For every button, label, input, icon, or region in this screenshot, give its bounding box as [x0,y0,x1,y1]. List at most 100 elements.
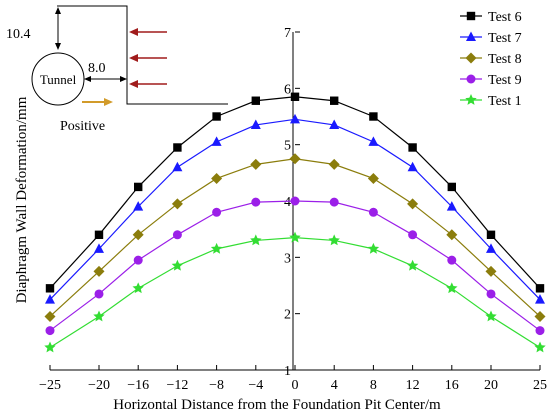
y-tick-label: 7 [284,26,291,41]
data-point-test-8 [328,158,340,170]
x-tick-label: 8 [370,378,377,393]
legend-marker [465,52,477,64]
inset-dim-vertical-arrow-top [55,7,61,14]
data-point-test-8 [211,172,223,184]
data-point-test-6 [94,230,104,239]
data-point-test-7 [172,161,183,172]
inset-dim-vertical-label: 10.4 [6,27,31,42]
data-point-test-6 [447,182,456,192]
legend-item-test-1: Test 1 [460,94,522,109]
series-test-6 [45,92,545,293]
data-point-test-9 [133,255,143,265]
data-point-test-9 [290,196,300,206]
data-point-test-6 [134,182,143,192]
x-tick-label: −4 [248,378,263,393]
legend-marker [465,94,477,105]
data-point-test-6 [212,112,221,121]
data-point-test-1 [406,259,419,271]
inset-diagram: 10.4 Tunnel 8.0 Positive [6,5,228,134]
data-point-test-8 [44,310,56,322]
x-tick-label: −25 [39,378,61,393]
data-point-test-7 [535,294,545,304]
data-point-test-8 [446,229,458,241]
data-point-test-1 [446,282,458,294]
data-point-test-1 [328,234,340,246]
data-point-test-1 [132,282,144,294]
positive-label: Positive [60,119,105,134]
data-point-test-1 [367,242,380,254]
legend-item-test-8: Test 8 [460,52,522,67]
x-tick-label: 12 [406,378,420,393]
inset-wall-outline [57,5,228,105]
x-tick-label: −16 [127,378,149,393]
data-point-test-9 [408,230,418,240]
data-point-test-1 [93,310,105,322]
data-point-test-9 [251,197,261,207]
data-point-test-6 [486,230,496,239]
pressure-arrow-2-head [129,54,138,62]
legend-label: Test 7 [488,31,522,46]
data-point-test-6 [251,96,260,105]
data-point-test-6 [408,143,417,152]
y-tick-label: 1 [284,364,291,379]
legend-label: Test 8 [488,52,522,67]
data-point-test-7 [94,243,104,253]
x-tick-label: −12 [166,378,188,393]
data-point-test-8 [289,153,301,165]
data-point-test-8 [367,172,379,184]
x-tick-label: 25 [533,378,547,393]
legend-label: Test 9 [488,73,522,88]
data-point-test-8 [171,198,183,210]
data-point-test-1 [250,234,262,246]
inset-dim-horizontal-arrow-right [120,76,127,82]
y-tick-label: 6 [284,82,291,97]
legend-marker [466,31,476,41]
data-point-test-7 [486,243,496,253]
legend-marker [466,11,476,21]
data-point-test-9 [368,207,378,217]
y-tick-label: 2 [284,308,291,323]
series-layer [44,92,546,353]
data-point-test-9 [329,197,339,207]
data-point-test-7 [329,119,340,129]
data-point-test-8 [407,198,419,210]
inset-dim-vertical-arrow-bottom [55,43,61,50]
x-tick-label: −8 [209,378,224,393]
series-test-1 [44,231,546,353]
legend-item-test-7: Test 7 [460,31,522,46]
data-point-test-8 [250,158,262,170]
data-point-test-1 [485,310,497,322]
pressure-arrow-1-head [129,28,138,36]
y-axis-title: Diaphragm Wall Deformation/mm [14,96,30,303]
data-point-test-6 [173,143,182,152]
y-tick-label: 4 [284,195,291,210]
legend-label: Test 6 [488,10,522,25]
data-point-test-9 [486,289,496,299]
pressure-arrow-3-head [129,80,138,88]
legend-item-test-6: Test 6 [460,10,522,25]
x-tick-label: −20 [88,378,110,393]
pressure-arrows [129,28,167,88]
data-point-test-8 [485,265,497,277]
data-point-test-6 [45,284,55,293]
data-point-test-7 [290,113,300,124]
legend: Test 6 Test 7 Test 8 Test 9 Test 1 [460,10,522,109]
data-point-test-6 [369,112,378,121]
series-test-8 [44,153,546,322]
data-point-test-8 [93,265,105,277]
x-axis-title: Horizontal Distance from the Foundation … [113,397,441,413]
legend-marker [466,74,476,84]
legend-label: Test 1 [488,94,522,109]
y-tick-label: 5 [284,139,291,154]
legend-item-test-9: Test 9 [460,73,522,88]
tunnel-label: Tunnel [40,72,77,87]
data-point-test-9 [45,326,55,336]
inset-dim-horizontal-arrow-left [84,76,91,82]
data-point-test-1 [534,341,546,353]
y-tick-label: 3 [284,251,291,266]
data-point-test-1 [171,259,184,271]
x-tick-label: 0 [292,378,299,393]
x-tick-label: 20 [484,378,498,393]
series-test-7 [45,113,545,304]
